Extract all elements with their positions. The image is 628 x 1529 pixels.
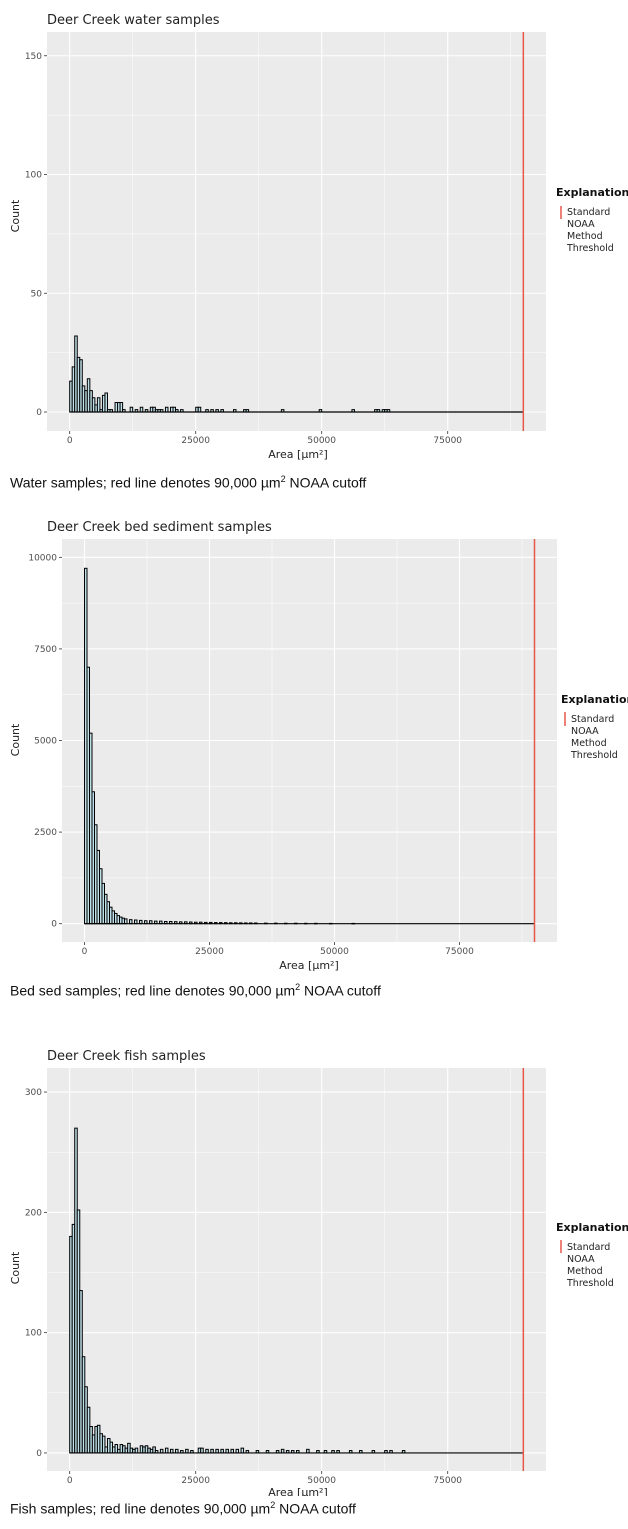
y-tick-label: 0 bbox=[51, 920, 57, 930]
legend-label-line-3: Method bbox=[567, 1266, 603, 1277]
x-tick-label: 25000 bbox=[195, 947, 224, 957]
y-axis-label: Count bbox=[9, 1251, 22, 1284]
caption-water: Water samples; red line denotes 90,000 µ… bbox=[10, 474, 367, 491]
histogram-bar bbox=[129, 406, 134, 413]
x-tick-label: 25000 bbox=[181, 436, 210, 446]
y-axis-label: Count bbox=[9, 723, 22, 756]
x-tick-label: 75000 bbox=[433, 436, 462, 446]
y-tick-label: 200 bbox=[25, 1208, 42, 1218]
y-tick-labels: 0 50 100 150 bbox=[25, 52, 47, 418]
legend-label-line-2: NOAA bbox=[571, 726, 599, 737]
legend-label-line-1: Standard bbox=[571, 714, 614, 725]
legend-label-line-1: Standard bbox=[567, 207, 610, 218]
legend-title: Explanation bbox=[556, 186, 628, 199]
legend-label-line-4: Threshold bbox=[566, 1278, 614, 1289]
caption-fish: Fish samples; red line denotes 90,000 µm… bbox=[10, 1500, 356, 1517]
grid-lines bbox=[47, 32, 546, 431]
chart-title: Deer Creek fish samples bbox=[47, 1049, 206, 1064]
y-tick-label: 100 bbox=[25, 171, 42, 181]
histogram-bar bbox=[124, 918, 128, 925]
fish-samples-chart: Deer Creek fish samples 0 100 200 300 0 2500… bbox=[9, 1049, 628, 1496]
histogram-bar bbox=[134, 1447, 139, 1454]
y-tick-label: 7500 bbox=[34, 645, 57, 655]
chart-title: Deer Creek water samples bbox=[47, 13, 220, 28]
x-tick-label: 25000 bbox=[181, 1476, 210, 1486]
legend-title: Explanation bbox=[561, 693, 628, 706]
y-axis-label: Count bbox=[9, 199, 22, 232]
x-axis-label: Area [µm²] bbox=[268, 448, 328, 461]
y-tick-labels: 0 100 200 300 bbox=[25, 1088, 47, 1459]
x-tick-label: 50000 bbox=[320, 947, 349, 957]
y-tick-label: 50 bbox=[31, 289, 43, 299]
y-tick-label: 10000 bbox=[28, 553, 57, 563]
legend-label-line-2: NOAA bbox=[567, 1254, 595, 1265]
x-axis-label: Area [µm²] bbox=[279, 959, 339, 972]
histogram-bar bbox=[197, 406, 202, 413]
legend-label-line-3: Method bbox=[567, 231, 603, 242]
y-tick-label: 150 bbox=[25, 52, 42, 62]
bars bbox=[69, 335, 391, 413]
histogram-bar bbox=[240, 1447, 245, 1454]
histogram-bar bbox=[139, 406, 144, 413]
x-tick-labels: 0 25000 50000 75000 bbox=[67, 1471, 462, 1486]
legend: Explanation Standard NOAA Method Thresho… bbox=[556, 1221, 628, 1289]
histogram-bar bbox=[164, 1447, 169, 1454]
legend-label-line-2: NOAA bbox=[567, 219, 595, 230]
x-tick-label: 0 bbox=[67, 1476, 73, 1486]
x-axis-label: Area [µm²] bbox=[268, 1486, 328, 1496]
plot-panel bbox=[47, 32, 546, 431]
legend-label-line-4: Threshold bbox=[566, 243, 614, 254]
legend: Explanation Standard NOAA Method Thresho… bbox=[556, 186, 628, 254]
bed-sediment-samples-chart: Deer Creek bed sediment samples 0 2500 500… bbox=[9, 520, 628, 972]
x-tick-label: 0 bbox=[67, 436, 73, 446]
water-samples-chart: Deer Creek water samples 0 50 100 150 0 2500… bbox=[9, 13, 628, 461]
x-tick-labels: 0 25000 50000 75000 bbox=[67, 431, 462, 446]
legend-label-line-4: Threshold bbox=[570, 750, 618, 761]
caption-bed-sediment: Bed sed samples; red line denotes 90,000… bbox=[10, 982, 381, 999]
y-tick-label: 300 bbox=[25, 1088, 42, 1098]
x-tick-label: 50000 bbox=[307, 436, 336, 446]
y-tick-label: 5000 bbox=[34, 737, 57, 747]
legend-label-line-3: Method bbox=[571, 738, 607, 749]
histogram-bar bbox=[129, 919, 133, 925]
y-tick-label: 0 bbox=[36, 1449, 42, 1459]
histogram-bar bbox=[164, 406, 169, 413]
x-tick-label: 0 bbox=[82, 947, 88, 957]
y-tick-label: 2500 bbox=[34, 828, 57, 838]
y-tick-labels: 0 2500 5000 7500 10000 bbox=[28, 553, 62, 930]
x-tick-label: 50000 bbox=[307, 1476, 336, 1486]
legend: Explanation Standard NOAA Method Thresho… bbox=[561, 693, 628, 761]
x-tick-labels: 0 25000 50000 75000 bbox=[82, 942, 474, 957]
histogram-bar bbox=[200, 1447, 204, 1454]
x-tick-label: 75000 bbox=[445, 947, 474, 957]
x-tick-label: 75000 bbox=[433, 1476, 462, 1486]
y-tick-label: 100 bbox=[25, 1329, 42, 1339]
legend-label-line-1: Standard bbox=[567, 1242, 610, 1253]
plot-panel bbox=[47, 1068, 546, 1471]
chart-title: Deer Creek bed sediment samples bbox=[47, 520, 272, 535]
legend-title: Explanation bbox=[556, 1221, 628, 1234]
y-tick-label: 0 bbox=[36, 408, 42, 418]
